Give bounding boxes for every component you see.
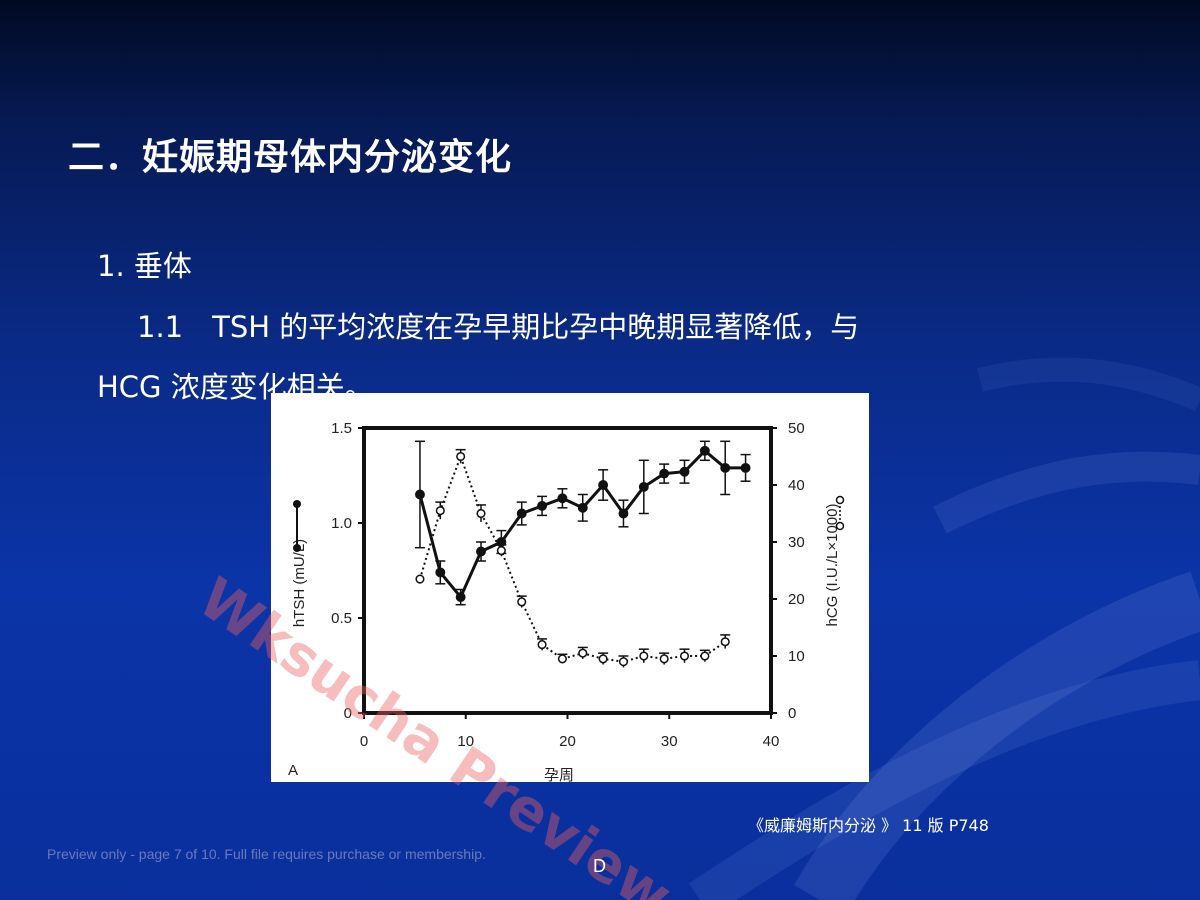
hTSH-point	[455, 592, 466, 603]
hCG-point	[618, 657, 629, 667]
hTSH-point	[720, 462, 731, 473]
y-right-tick-label: 30	[788, 534, 805, 551]
y-axis-right-label: hCG (I.U./L×1000)	[824, 504, 841, 627]
hCG-point	[659, 654, 669, 664]
x-axis-label: 孕周	[544, 767, 574, 782]
hCG-point	[496, 546, 506, 556]
hCG-point	[517, 597, 527, 607]
x-tick-label: 40	[763, 733, 780, 750]
hTSH-line	[418, 448, 746, 600]
citation: 《威廉姆斯内分泌 》 11 版 P748	[748, 816, 989, 835]
hTSH-point	[435, 567, 446, 578]
tsh-hcg-chart: 0 10 20 30 40 0 0.5 1.0 1.5 0 10 20 30 40 50 A 孕周 hTSH…	[288, 420, 845, 782]
section-heading: 1. 垂体	[97, 249, 192, 283]
y-left-tick-label: 0	[344, 705, 352, 722]
y-right-tick-label: 0	[788, 705, 796, 722]
subsection-text: 1.1 TSH 的平均浓度在孕早期比孕中晚期显著降低，与	[137, 310, 860, 344]
slide-title: 二．妊娠期母体内分泌变化	[68, 137, 513, 178]
hTSH-point	[476, 546, 486, 557]
plot-frame	[362, 426, 773, 715]
hTSH-point	[415, 489, 425, 500]
x-tick-label: 10	[457, 733, 474, 750]
hTSH-point	[740, 462, 751, 473]
y-left-tick-label: 1.0	[331, 515, 352, 532]
preview-note: Preview only - page 7 of 10. Full file r…	[47, 846, 486, 862]
y-right-tick-label: 20	[788, 591, 805, 608]
hTSH-point	[537, 500, 548, 511]
hTSH-point	[679, 466, 690, 477]
y-right-tick-label: 10	[788, 648, 805, 665]
hCG-point	[435, 506, 445, 516]
hCG-point	[700, 651, 710, 661]
hCG-point	[639, 651, 649, 661]
hCG-point	[679, 651, 690, 661]
hCG-point	[415, 574, 425, 584]
hTSH-point	[699, 445, 710, 456]
hTSH-point	[516, 508, 527, 519]
page-mark: D	[593, 856, 606, 876]
x-tick-label: 30	[661, 733, 678, 750]
hTSH-point	[659, 468, 670, 479]
right-legend-marker	[835, 495, 845, 531]
hCG-point	[456, 451, 466, 462]
y-right-tick-label: 50	[788, 420, 805, 437]
y-axis-left-label: hTSH (mU/L)	[291, 539, 308, 627]
hTSH-point	[577, 502, 588, 513]
hCG-point	[537, 640, 547, 650]
hCG-point	[557, 654, 567, 664]
hTSH-point	[598, 480, 609, 490]
hCG-line	[419, 453, 726, 663]
hTSH-point	[618, 508, 629, 519]
chart-figure: 0 10 20 30 40 0 0.5 1.0 1.5 0 10 20 30 40 50 A 孕周 hTSH…	[271, 393, 869, 782]
hCG-point	[578, 648, 588, 658]
y-left-tick-label: 1.5	[331, 420, 352, 437]
hTSH-point	[638, 481, 649, 492]
x-tick-label: 20	[559, 733, 576, 750]
y-right-tick-label: 40	[788, 477, 805, 494]
left-legend-marker	[293, 500, 301, 552]
panel-label: A	[288, 762, 298, 779]
hTSH-point	[557, 493, 568, 504]
y-left-tick-label: 0.5	[331, 610, 352, 627]
hCG-point	[720, 637, 730, 647]
hCG-point	[476, 508, 486, 519]
hCG-point	[598, 654, 608, 664]
x-tick-label: 0	[360, 733, 368, 750]
